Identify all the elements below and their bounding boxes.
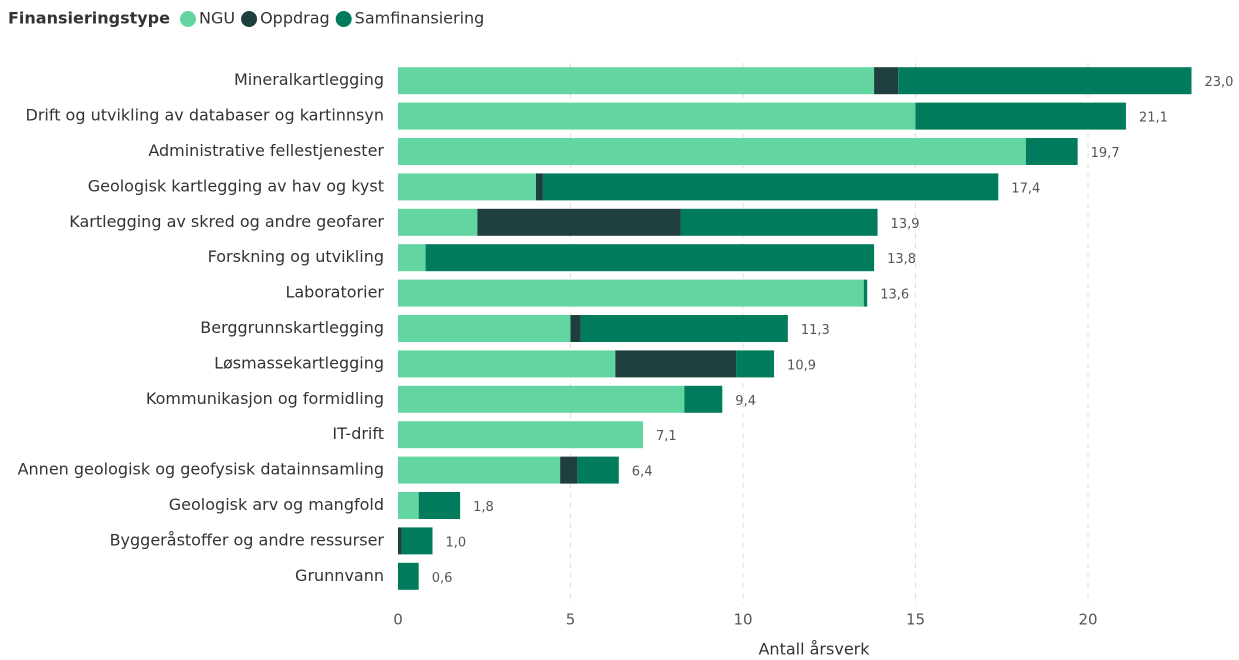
total-label: 13,8 xyxy=(887,252,916,267)
y-tick-label: Drift og utvikling av databaser og karti… xyxy=(26,106,385,125)
y-tick-label: Geologisk kartlegging av hav og kyst xyxy=(88,176,384,195)
bar-segment xyxy=(425,244,875,272)
y-tick-label: Kommunikasjon og formidling xyxy=(146,389,384,408)
bar-segment xyxy=(398,562,419,590)
bar-segment xyxy=(736,350,775,378)
bar-segment xyxy=(398,173,536,201)
bar-segment xyxy=(398,208,478,236)
bar-segment xyxy=(915,102,1126,130)
total-label: 23,0 xyxy=(1205,75,1234,90)
bar-segment xyxy=(560,456,578,484)
legend-label: Oppdrag xyxy=(260,9,330,28)
total-label: 1,8 xyxy=(473,500,494,515)
bar-segment xyxy=(398,315,571,342)
bar-segment xyxy=(398,421,643,449)
y-tick-label: IT-drift xyxy=(332,424,384,443)
bar-segment xyxy=(398,350,616,378)
legend-title: Finansieringstype xyxy=(8,9,170,28)
total-label: 13,9 xyxy=(891,217,920,232)
bar-segment xyxy=(542,173,999,201)
x-tick-label: 20 xyxy=(1078,611,1097,629)
bar-segment xyxy=(615,350,737,378)
total-label: 17,4 xyxy=(1011,181,1040,196)
total-label: 0,6 xyxy=(432,571,453,586)
total-label: 7,1 xyxy=(656,429,677,444)
bar-segment xyxy=(580,315,788,342)
bar-segment xyxy=(536,173,543,201)
total-label: 10,9 xyxy=(787,358,816,373)
bar-segment xyxy=(398,244,426,272)
legend-swatch xyxy=(335,11,352,27)
bar-segment xyxy=(680,208,878,236)
legend-swatch xyxy=(179,11,196,27)
x-tick-label: 15 xyxy=(906,611,925,629)
bar-segment xyxy=(898,67,1192,95)
y-tick-label: Løsmassekartlegging xyxy=(214,353,384,372)
bar-segment xyxy=(874,67,899,95)
y-tick-label: Geologisk arv og mangfold xyxy=(169,495,384,514)
y-tick-label: Annen geologisk og geofysisk datainnsaml… xyxy=(18,460,384,479)
bar-segment xyxy=(684,385,723,413)
legend-label: Samfinansiering xyxy=(355,9,485,28)
legend-swatch xyxy=(241,11,258,27)
bar-segment xyxy=(398,138,1026,165)
bar-segment xyxy=(398,385,685,413)
total-label: 11,3 xyxy=(801,323,830,338)
y-tick-label: Laboratorier xyxy=(285,283,384,302)
bar-segment xyxy=(577,456,619,484)
bar-segment xyxy=(398,527,402,555)
bar-segment xyxy=(863,279,868,307)
bar-segment xyxy=(418,492,461,519)
total-label: 13,6 xyxy=(880,288,909,303)
total-label: 21,1 xyxy=(1139,111,1168,126)
y-tick-label: Grunnvann xyxy=(295,566,384,585)
bar-segment xyxy=(477,208,681,236)
total-label: 6,4 xyxy=(632,465,653,480)
y-tick-label: Forskning og utvikling xyxy=(208,247,384,266)
x-tick-label: 5 xyxy=(566,611,576,629)
bar-segment xyxy=(398,102,916,130)
bar-segment xyxy=(398,456,561,484)
x-tick-label: 0 xyxy=(393,611,403,629)
total-label: 19,7 xyxy=(1091,146,1120,161)
y-tick-label: Administrative fellestjenester xyxy=(148,141,384,160)
bar-segment xyxy=(398,492,419,519)
y-tick-label: Kartlegging av skred og andre geofarer xyxy=(69,212,384,231)
x-axis-title: Antall årsverk xyxy=(758,640,870,659)
total-label: 1,0 xyxy=(446,535,467,550)
bar-segment xyxy=(398,279,864,307)
y-tick-label: Berggrunnskartlegging xyxy=(200,318,384,337)
bar-segment xyxy=(570,315,581,342)
x-tick-label: 10 xyxy=(733,611,752,629)
legend-label: NGU xyxy=(199,9,235,28)
total-label: 9,4 xyxy=(735,394,756,409)
bar-segment xyxy=(398,67,875,95)
y-tick-label: Mineralkartlegging xyxy=(234,70,384,89)
bar-segment xyxy=(1025,138,1078,165)
bar-segment xyxy=(401,527,433,555)
y-tick-label: Byggeråstoffer og andre ressurser xyxy=(110,530,385,549)
